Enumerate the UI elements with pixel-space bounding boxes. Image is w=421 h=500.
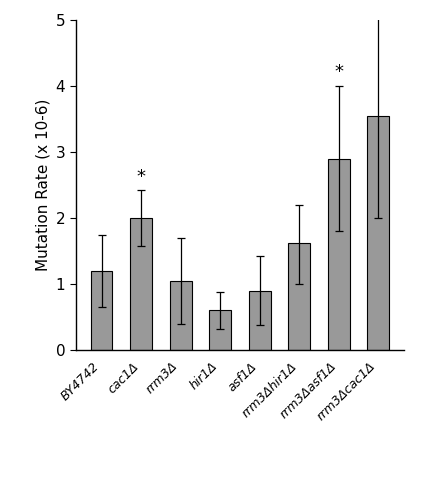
Bar [249,290,271,350]
Text: *: * [137,168,146,186]
Bar [130,218,152,350]
Bar [91,271,112,350]
Bar [288,243,310,350]
Text: *: * [334,64,343,82]
Y-axis label: Mutation Rate (x 10-6): Mutation Rate (x 10-6) [35,99,50,271]
Bar [170,280,192,350]
Bar [328,158,350,350]
Text: *: * [374,0,383,9]
Bar [368,116,389,350]
Bar [209,310,231,350]
